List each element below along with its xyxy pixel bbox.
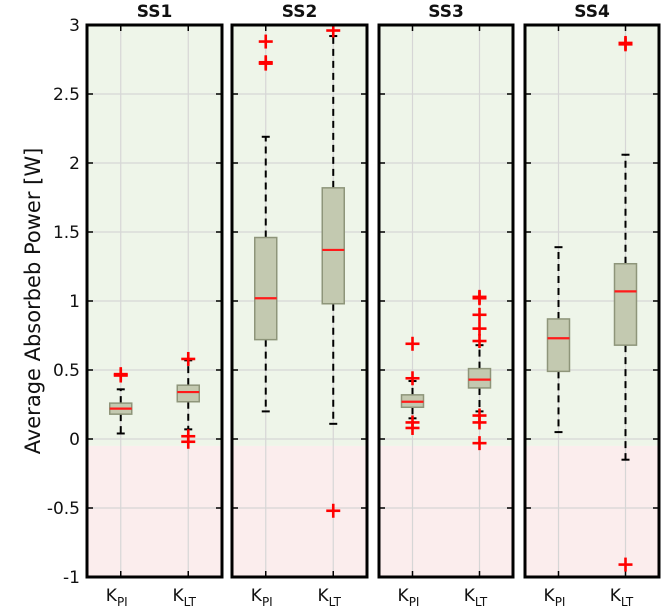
box-iqr [254, 236, 278, 341]
box-kpi [546, 246, 571, 434]
x-category-label: KPI [398, 586, 420, 609]
panel-ss1: SS1 KPI KLT [85, 2, 224, 609]
x-category-label: KLT [172, 586, 196, 609]
panel-ss2: SS2 KPI KLT [230, 2, 369, 609]
panel-title: SS3 [428, 2, 464, 22]
box-kpi [254, 34, 278, 413]
outlier-point [405, 420, 420, 435]
box-iqr [467, 367, 492, 389]
box-klt [467, 289, 492, 451]
box-klt [613, 35, 638, 572]
outlier-point [405, 371, 420, 386]
x-category-label: KPI [544, 586, 566, 609]
panel-title: SS1 [137, 2, 173, 22]
box-iqr [546, 318, 571, 373]
negative-region [232, 445, 367, 577]
box-klt [176, 351, 200, 449]
outlier-point [113, 367, 128, 382]
y-axis-label: Average Absorbeb Power [W] [21, 148, 45, 455]
x-category-label: KLT [610, 586, 634, 609]
y-tick-label: 2.5 [53, 85, 80, 105]
y-tick-label: 0 [69, 430, 80, 450]
y-tick-label: -1 [63, 568, 80, 588]
panel-ss4: SS4 KPI KLT [523, 2, 661, 609]
negative-region [87, 445, 222, 577]
y-tick-label: 1.5 [53, 223, 80, 243]
positive-region [525, 25, 659, 446]
y-tick-label: -0.5 [47, 499, 80, 519]
y-tick-label: 1 [69, 292, 80, 312]
outlier-point [472, 307, 487, 322]
outlier-point [472, 321, 487, 336]
negative-region [379, 445, 513, 577]
outlier-point [326, 503, 341, 518]
outlier-point [618, 35, 633, 50]
outlier-point [181, 351, 196, 366]
box-kpi [109, 367, 133, 435]
panel-title: SS4 [574, 2, 610, 22]
panel-ss3: SS3 KPI KLT [377, 2, 515, 609]
positive-region [379, 25, 513, 446]
negative-region [525, 445, 659, 577]
x-category-label: KPI [251, 586, 273, 609]
y-tick-label: 2 [69, 154, 80, 174]
outlier-point [618, 557, 633, 572]
panel-frame [85, 23, 224, 579]
positive-region [87, 25, 222, 446]
outlier-point [472, 334, 487, 349]
x-category-label: KLT [464, 586, 488, 609]
panel-frame [523, 23, 661, 579]
panel-frame [377, 23, 515, 579]
panel-title: SS2 [282, 2, 318, 22]
outlier-point [258, 55, 273, 70]
box-kpi [400, 336, 425, 435]
outlier-point [472, 291, 487, 306]
box-iqr [613, 262, 638, 346]
outlier-point [472, 415, 487, 430]
y-tick-label: 3 [69, 16, 80, 36]
x-category-label: KLT [317, 586, 341, 609]
box-iqr [176, 384, 200, 403]
positive-region [232, 25, 367, 446]
panel-frame [230, 23, 369, 579]
outlier-point [405, 336, 420, 351]
outlier-point [472, 436, 487, 451]
x-category-label: KPI [106, 586, 128, 609]
y-tick-label: 0.5 [53, 361, 80, 381]
outlier-point [258, 34, 273, 49]
box-iqr [321, 187, 345, 305]
box-klt [321, 23, 345, 518]
outlier-point [181, 434, 196, 449]
